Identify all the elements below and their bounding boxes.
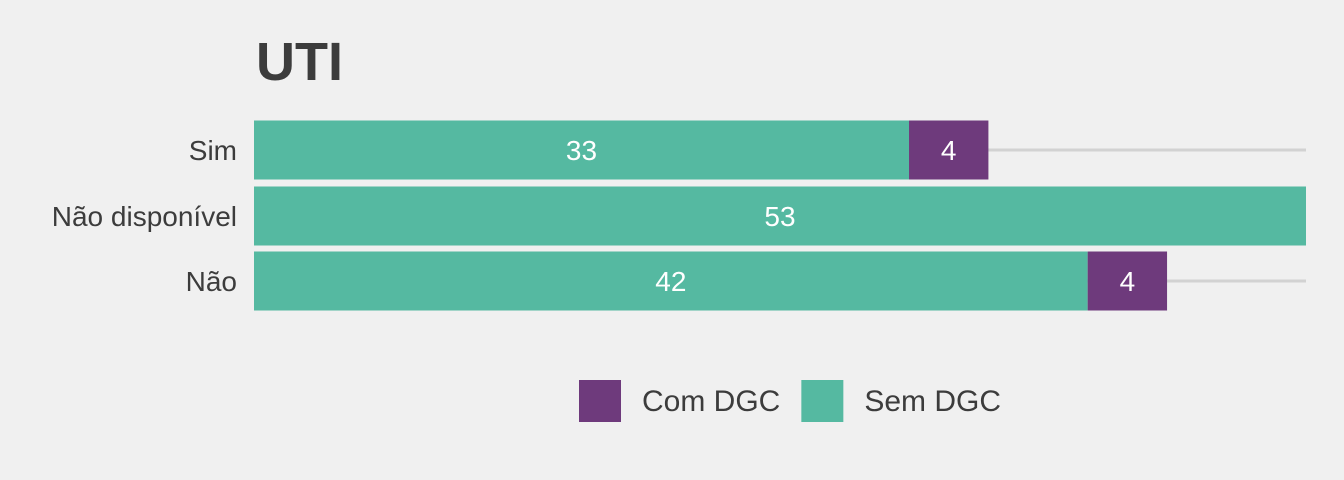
bar-nao-sem-dgc xyxy=(254,251,1088,311)
category-label-nao: Não xyxy=(186,266,237,297)
data-label-sim-com-dgc: 4 xyxy=(941,135,957,166)
data-label-nao-com-dgc: 4 xyxy=(1120,266,1136,297)
legend-label-sem-dgc: Sem DGC xyxy=(864,385,1001,418)
data-label-nao-sem-dgc: 42 xyxy=(655,266,686,297)
category-label-sim: Sim xyxy=(189,135,237,166)
chart-title: UTI xyxy=(256,32,343,92)
category-label-nao-disponivel: Não disponível xyxy=(52,201,237,232)
bar-sim-com-dgc xyxy=(909,120,989,180)
legend-swatch-com-dgc xyxy=(579,380,621,422)
bar-nao-com-dgc xyxy=(1087,251,1168,311)
legend-swatch-sem-dgc xyxy=(801,380,844,422)
legend-label-com-dgc: Com DGC xyxy=(642,385,780,418)
legend: Com DGC Sem DGC xyxy=(579,380,1001,422)
category-labels: Sim Não disponível Não xyxy=(52,135,237,297)
bars xyxy=(254,120,1306,311)
bar-nao-disponivel-sem-dgc xyxy=(254,186,1306,246)
data-label-sim-sem-dgc: 33 xyxy=(566,135,597,166)
data-label-nao-disponivel-sem-dgc: 53 xyxy=(764,201,795,232)
data-labels: 33 4 53 42 4 xyxy=(566,135,1135,297)
bar-sim-sem-dgc xyxy=(254,120,910,180)
